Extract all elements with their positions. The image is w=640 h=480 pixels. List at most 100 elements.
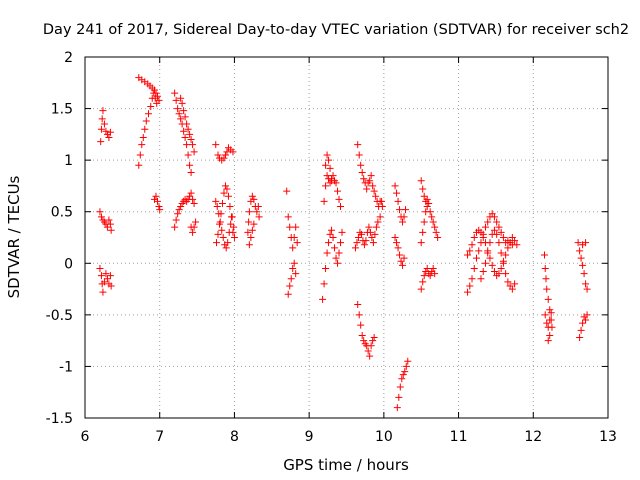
- data-point: [155, 203, 163, 211]
- data-point: [493, 230, 501, 238]
- data-point: [541, 311, 549, 319]
- data-point: [323, 151, 331, 159]
- data-point: [542, 275, 550, 283]
- data-point: [245, 218, 253, 226]
- data-point: [186, 192, 194, 200]
- data-point: [286, 223, 294, 231]
- x-tick-label: 10: [375, 429, 393, 445]
- data-point: [360, 241, 368, 249]
- data-point: [221, 182, 229, 190]
- data-point: [99, 288, 107, 296]
- data-point: [218, 226, 226, 234]
- y-axis-label: SDTVAR / TECUs: [5, 175, 23, 298]
- data-point: [175, 110, 183, 118]
- data-point: [102, 270, 110, 278]
- data-point: [499, 234, 507, 241]
- data-point: [218, 199, 226, 207]
- data-point: [579, 261, 587, 269]
- data-point: [153, 197, 161, 205]
- series-sat-ak: [576, 311, 591, 342]
- data-point: [432, 228, 440, 236]
- data-point: [177, 203, 185, 211]
- data-point: [497, 228, 505, 236]
- series-sat-j: [187, 218, 200, 236]
- data-point: [393, 189, 401, 197]
- data-point: [468, 275, 476, 283]
- data-point: [337, 203, 345, 211]
- data-point: [190, 223, 198, 231]
- series-sat-u: [354, 141, 375, 193]
- data-point: [253, 208, 261, 216]
- data-point: [217, 210, 225, 218]
- data-point: [323, 249, 331, 257]
- data-point: [420, 272, 428, 280]
- data-point: [540, 251, 548, 259]
- data-point: [183, 141, 191, 149]
- data-point: [360, 175, 368, 183]
- data-point: [227, 213, 235, 221]
- data-point: [289, 264, 297, 272]
- data-point: [152, 89, 160, 97]
- data-point: [293, 239, 301, 247]
- data-point: [582, 239, 590, 247]
- series-sat-i: [171, 189, 198, 231]
- data-point: [224, 192, 232, 200]
- data-point: [171, 89, 179, 97]
- data-point: [470, 234, 478, 241]
- data-point: [355, 151, 363, 159]
- chart-title: Day 241 of 2017, Sidereal Day-to-day VTE…: [43, 22, 629, 38]
- data-point: [156, 206, 164, 214]
- data-point: [180, 107, 188, 115]
- data-point: [400, 213, 408, 221]
- data-point: [479, 234, 487, 241]
- data-point: [357, 161, 365, 169]
- data-point: [367, 342, 375, 350]
- data-point: [396, 251, 404, 259]
- data-point: [543, 319, 551, 327]
- series-sat-ai: [541, 309, 555, 331]
- data-point: [541, 264, 549, 272]
- data-point: [486, 239, 494, 247]
- x-tick-label: 11: [450, 429, 468, 445]
- data-point: [495, 270, 503, 278]
- data-point: [508, 285, 516, 293]
- data-point: [401, 368, 409, 376]
- data-point: [338, 228, 346, 236]
- data-point: [335, 249, 343, 257]
- data-point: [423, 264, 431, 272]
- series-sat-aj: [574, 239, 591, 293]
- data-point: [172, 96, 180, 104]
- data-point: [366, 228, 374, 236]
- data-point: [499, 259, 507, 267]
- data-point: [378, 197, 386, 205]
- data-point: [576, 247, 584, 255]
- series-sat-b: [96, 208, 115, 234]
- data-point: [189, 228, 197, 236]
- data-point: [250, 195, 258, 203]
- data-point: [546, 331, 554, 339]
- data-point: [490, 268, 498, 276]
- data-point: [358, 169, 366, 177]
- data-point: [181, 113, 189, 121]
- x-tick-label: 8: [230, 429, 239, 445]
- data-point: [325, 156, 333, 164]
- data-point: [187, 136, 195, 144]
- data-point: [431, 270, 439, 278]
- data-point: [322, 264, 330, 272]
- series-sat-m: [212, 182, 237, 247]
- data-point: [97, 125, 105, 133]
- x-axis-label: GPS time / hours: [283, 456, 409, 474]
- data-point: [248, 192, 256, 200]
- data-point: [497, 249, 505, 257]
- series-sat-c: [96, 264, 115, 296]
- data-point: [547, 309, 555, 317]
- y-tick-label: -0.5: [46, 308, 73, 324]
- data-point: [244, 228, 252, 236]
- plot-frame: [84, 56, 609, 419]
- data-point: [142, 117, 150, 125]
- data-point: [464, 288, 472, 296]
- data-point: [577, 326, 585, 334]
- data-point: [335, 195, 343, 203]
- data-point: [254, 203, 262, 211]
- data-point: [174, 105, 182, 113]
